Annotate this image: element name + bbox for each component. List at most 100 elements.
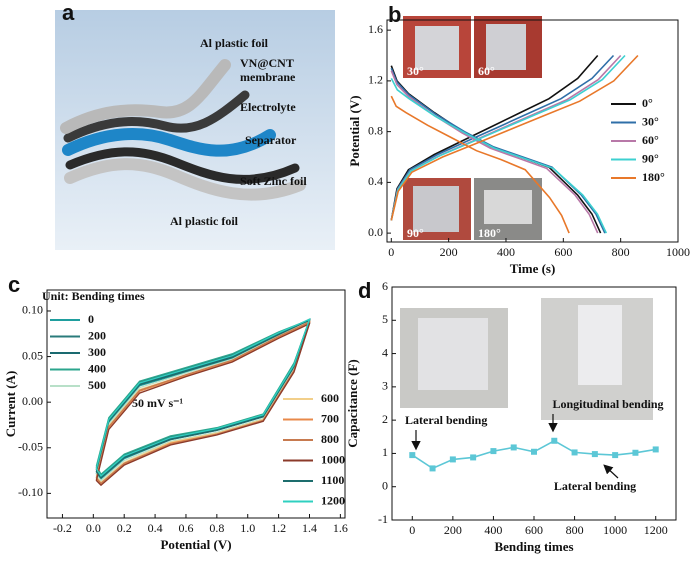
y-tick-label: 0.05 (22, 348, 43, 362)
x-axis-label: Time (s) (510, 261, 556, 276)
layer-label: VN@CNT (240, 56, 294, 70)
layer-label: Al plastic foil (170, 214, 239, 228)
plot-frame (46, 289, 346, 519)
panel-label: c (8, 272, 20, 297)
photo-insets (403, 16, 542, 240)
inset-label: 30° (407, 64, 424, 78)
y-axis-label: Potential (V) (347, 95, 362, 166)
photo (413, 186, 459, 232)
legend-label: 600 (321, 391, 339, 405)
x-tick-label: 800 (566, 523, 584, 537)
photo (486, 24, 526, 70)
x-tick-label: 600 (554, 245, 572, 259)
legend-label: 0° (642, 96, 653, 110)
gcd-curve (390, 54, 626, 221)
legend-label: 700 (321, 411, 339, 425)
legend-label: 0 (88, 312, 94, 326)
x-tick-label: -0.2 (53, 521, 72, 535)
y-tick-label: 5 (382, 312, 388, 326)
y-tick-label: 0.10 (22, 303, 43, 317)
y-axis-label: Capacitance (F) (345, 359, 360, 447)
y-tick-label: 0.4 (368, 174, 383, 188)
y-tick-label: -1 (378, 512, 388, 526)
layer (64, 158, 306, 201)
y-tick-label: 0.0 (368, 225, 383, 239)
panel-label: b (388, 2, 401, 27)
data-point (591, 451, 598, 458)
gcd-curve (390, 95, 570, 234)
layer-label: Soft Zinc foil (240, 174, 307, 188)
y-tick-label: 1.2 (368, 73, 383, 87)
x-tick-label: 600 (525, 523, 543, 537)
x-tick-label: 0.0 (86, 521, 101, 535)
data-point (551, 437, 558, 444)
legend-label: 200 (88, 328, 106, 342)
photo (418, 318, 488, 390)
annotation: Lateral bending (405, 413, 487, 427)
data-point (409, 452, 416, 459)
inset-label: 180° (478, 226, 501, 240)
photo (415, 26, 459, 70)
legend-title: Unit: Bending times (42, 289, 145, 303)
legend-label: 1000 (321, 452, 345, 466)
x-tick-label: 0.2 (117, 521, 132, 535)
layer (65, 147, 300, 184)
y-tick-label: 6 (382, 279, 388, 293)
x-tick-label: 0.6 (178, 521, 193, 535)
legend-label: 180° (642, 170, 665, 184)
x-tick-label: 0 (409, 523, 415, 537)
x-tick-label: 1000 (666, 245, 690, 259)
y-tick-label: 3 (382, 379, 388, 393)
layer-label: membrane (240, 70, 296, 84)
annotation: Longitudinal bending (552, 397, 663, 411)
legend-label: 1100 (321, 473, 344, 487)
layer-label: Separator (245, 133, 297, 147)
gcd-curve (390, 54, 599, 221)
x-axis-label: Bending times (494, 539, 573, 554)
gcd-curve (390, 54, 615, 221)
annotation: Lateral bending (554, 479, 636, 493)
data-point (449, 456, 456, 463)
data-point (531, 448, 537, 455)
inset-label: 60° (478, 64, 495, 78)
y-tick-label: -0.05 (18, 440, 43, 454)
x-tick-label: 1.4 (302, 521, 317, 535)
gcd-curve (390, 54, 639, 221)
data-point (429, 465, 436, 472)
legend-label: 90° (642, 151, 659, 165)
cv-loop (95, 322, 311, 487)
photo (484, 190, 532, 224)
y-tick-label: 2 (382, 412, 388, 426)
x-tick-label: 1000 (603, 523, 627, 537)
legend-label: 800 (321, 432, 339, 446)
annotation: 50 mV s⁻¹ (132, 396, 183, 410)
data-point (632, 449, 639, 456)
x-tick-label: 0.8 (209, 521, 224, 535)
legend-label: 300 (88, 345, 106, 359)
x-tick-label: 1.6 (333, 521, 348, 535)
y-tick-label: 1 (382, 445, 388, 459)
legend-label: 400 (88, 361, 106, 375)
x-tick-label: 400 (497, 245, 515, 259)
data-point (510, 444, 517, 451)
gcd-curve (390, 67, 606, 234)
legend-label: 60° (642, 133, 659, 147)
panel-label: d (358, 278, 371, 303)
gcd-curve (390, 70, 599, 234)
x-tick-label: 0.4 (148, 521, 163, 535)
x-axis-label: Potential (V) (160, 537, 231, 552)
y-tick-label: 0 (382, 478, 388, 492)
cv-loop (95, 317, 311, 477)
y-tick-label: 0.00 (22, 394, 43, 408)
data-point (571, 449, 578, 456)
data-point (612, 452, 619, 459)
data-point (490, 448, 497, 455)
arrow (603, 464, 619, 479)
legend-label: 500 (88, 378, 106, 392)
panel-label: a (62, 0, 75, 25)
layer-stack (60, 59, 306, 201)
x-tick-label: 400 (484, 523, 502, 537)
layer (63, 90, 250, 143)
layer-label: Electrolyte (240, 100, 296, 114)
